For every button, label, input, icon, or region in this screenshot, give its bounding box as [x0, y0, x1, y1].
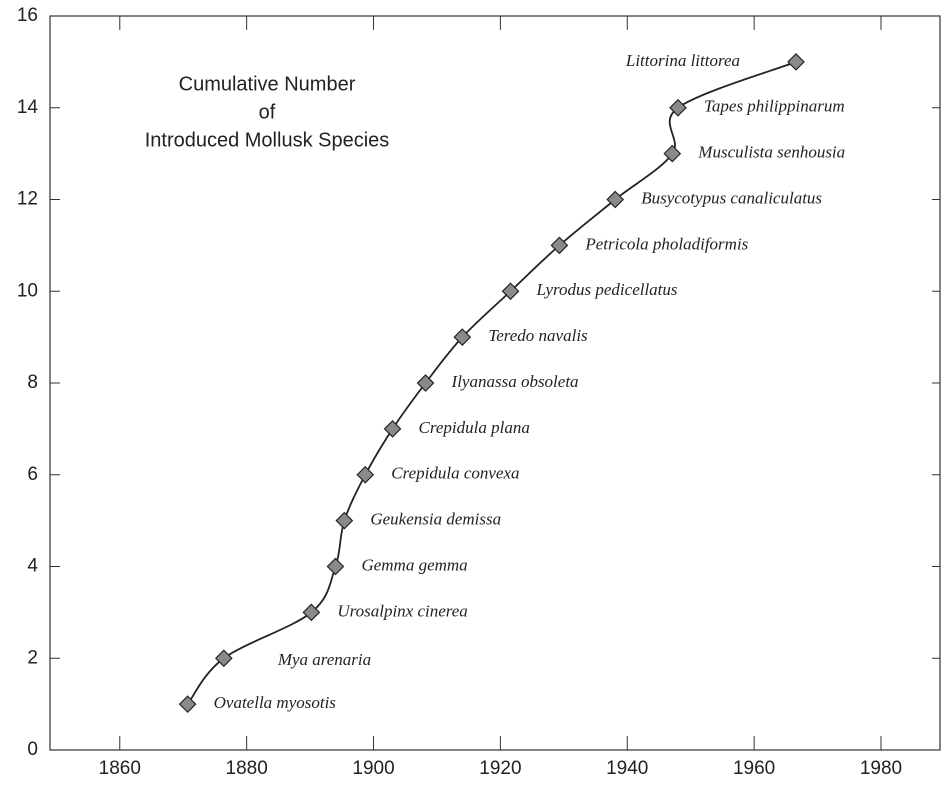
data-point	[501, 282, 520, 301]
data-point	[550, 236, 569, 255]
x-tick-label: 1980	[860, 758, 902, 779]
y-tick-label: 10	[17, 280, 38, 301]
point-label: Crepidula plana	[419, 418, 530, 437]
chart-title: Cumulative Number	[179, 73, 356, 95]
data-point	[335, 511, 354, 530]
point-label: Crepidula convexa	[391, 464, 519, 483]
y-tick-label: 6	[27, 464, 38, 485]
data-point	[326, 557, 345, 576]
data-point	[214, 649, 233, 668]
point-label: Busycotypus canaliculatus	[641, 188, 822, 207]
point-label: Petricola pholadiformis	[584, 234, 748, 253]
point-label: Teredo navalis	[488, 326, 588, 345]
point-label: Littorina littorea	[625, 51, 740, 70]
point-label: Lyrodus pedicellatus	[536, 280, 678, 299]
data-point	[416, 374, 435, 392]
y-tick-label: 2	[27, 647, 38, 668]
data-point	[383, 420, 402, 438]
point-label: Musculista senhousia	[697, 143, 845, 162]
y-tick-label: 0	[27, 739, 38, 760]
point-label: Ovatella myosotis	[214, 693, 337, 712]
y-tick-label: 12	[17, 189, 38, 210]
data-point	[606, 190, 625, 209]
y-tick-label: 8	[27, 372, 38, 393]
y-tick-label: 16	[17, 5, 38, 26]
chart-title: Introduced Mollusk Species	[145, 129, 390, 151]
point-label: Tapes philippinarum	[704, 97, 845, 116]
data-point	[356, 465, 375, 484]
data-point	[787, 53, 805, 71]
x-tick-label: 1920	[479, 758, 521, 779]
y-tick-label: 4	[27, 556, 38, 577]
x-tick-label: 1900	[352, 758, 394, 779]
point-label: Urosalpinx cinerea	[337, 601, 467, 620]
point-label: Ilyanassa obsoleta	[451, 372, 579, 391]
x-tick-label: 1860	[99, 758, 141, 779]
data-point	[663, 144, 682, 163]
x-tick-label: 1880	[226, 758, 268, 779]
point-label: Geukensia demissa	[370, 510, 501, 529]
data-point	[453, 328, 472, 346]
point-label: Gemma gemma	[361, 555, 467, 574]
y-tick-label: 14	[17, 97, 39, 118]
chart-title: of	[259, 101, 276, 123]
x-tick-label: 1960	[733, 758, 775, 779]
x-tick-label: 1940	[606, 758, 648, 779]
point-label: Mya arenaria	[277, 650, 371, 669]
data-point	[302, 603, 321, 622]
data-point	[669, 98, 687, 117]
data-point	[178, 695, 197, 713]
